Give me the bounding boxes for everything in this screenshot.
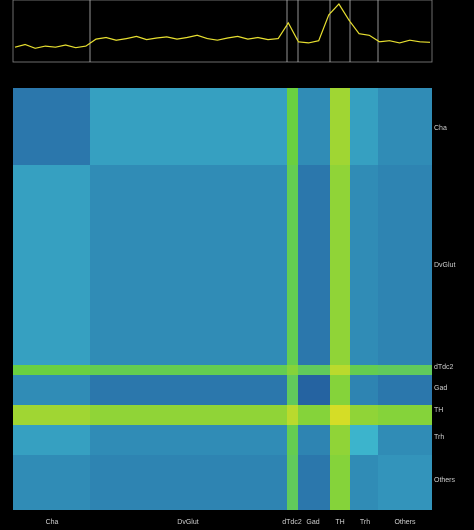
heatmap-cell: [13, 425, 90, 455]
heatmap-cell: [350, 375, 378, 405]
row-label: Cha: [434, 125, 447, 132]
column-label: DvGlut: [177, 519, 198, 526]
heatmap-cell: [378, 455, 432, 510]
heatmap-cell: [330, 365, 350, 375]
heatmap-cell: [330, 405, 350, 425]
heatmap-cell: [350, 405, 378, 425]
row-label: TH: [434, 407, 443, 414]
heatmap-cell: [13, 365, 90, 375]
heatmap-cell: [13, 375, 90, 405]
heatmap-cell: [330, 88, 350, 165]
heatmap-cell: [350, 165, 378, 365]
column-label: Others: [394, 519, 416, 526]
heatmap-cell: [90, 365, 287, 375]
trace-frame: [12, 0, 433, 63]
heatmap-cell: [298, 165, 330, 365]
heatmap-cell: [287, 425, 298, 455]
row-label: Trh: [434, 434, 444, 441]
heatmap-cell: [90, 455, 287, 510]
heatmap-cell: [90, 375, 287, 405]
heatmap-cell: [13, 88, 90, 165]
heatmap-cell: [350, 455, 378, 510]
heatmap-cell: [378, 405, 432, 425]
heatmap-cell: [90, 425, 287, 455]
heatmap-cell: [378, 365, 432, 375]
heatmap-cell: [298, 375, 330, 405]
heatmap-cell: [378, 425, 432, 455]
heatmap-cell: [378, 375, 432, 405]
heatmap-cell: [298, 88, 330, 165]
heatmap-cell: [330, 455, 350, 510]
heatmap-cell: [90, 405, 287, 425]
heatmap-cell: [350, 365, 378, 375]
trace-line: [14, 3, 431, 49]
heatmap-cell: [13, 455, 90, 510]
row-label: Gad: [434, 385, 447, 392]
heatmap-cell: [350, 88, 378, 165]
heatmap-cell: [330, 165, 350, 365]
row-label: DvGlut: [434, 262, 455, 269]
heatmap-cell: [90, 165, 287, 365]
heatmap-cell: [378, 165, 432, 365]
heatmap-cell: [287, 165, 298, 365]
row-label: dTdc2: [434, 364, 454, 371]
heatmap-cell: [298, 365, 330, 375]
heatmap-cell: [90, 88, 287, 165]
heatmap-cell: [330, 375, 350, 405]
heatmap-cell: [287, 88, 298, 165]
heatmap-cell: [287, 405, 298, 425]
heatmap-cell: [287, 365, 298, 375]
heatmap-cell: [330, 425, 350, 455]
heatmap-cell: [13, 405, 90, 425]
column-label: Gad: [306, 519, 319, 526]
column-label: TH: [335, 519, 344, 526]
heatmap-cell: [378, 88, 432, 165]
heatmap-cell: [298, 425, 330, 455]
heatmap-cell: [13, 165, 90, 365]
heatmap-cell: [298, 455, 330, 510]
heatmap-cell: [287, 455, 298, 510]
column-label: dTdc2: [282, 519, 302, 526]
column-label: Trh: [360, 519, 370, 526]
heatmap-cell: [298, 405, 330, 425]
column-label: Cha: [46, 519, 59, 526]
heatmap-cell: [287, 375, 298, 405]
row-label: Others: [434, 477, 456, 484]
heatmap-cell: [350, 425, 378, 455]
